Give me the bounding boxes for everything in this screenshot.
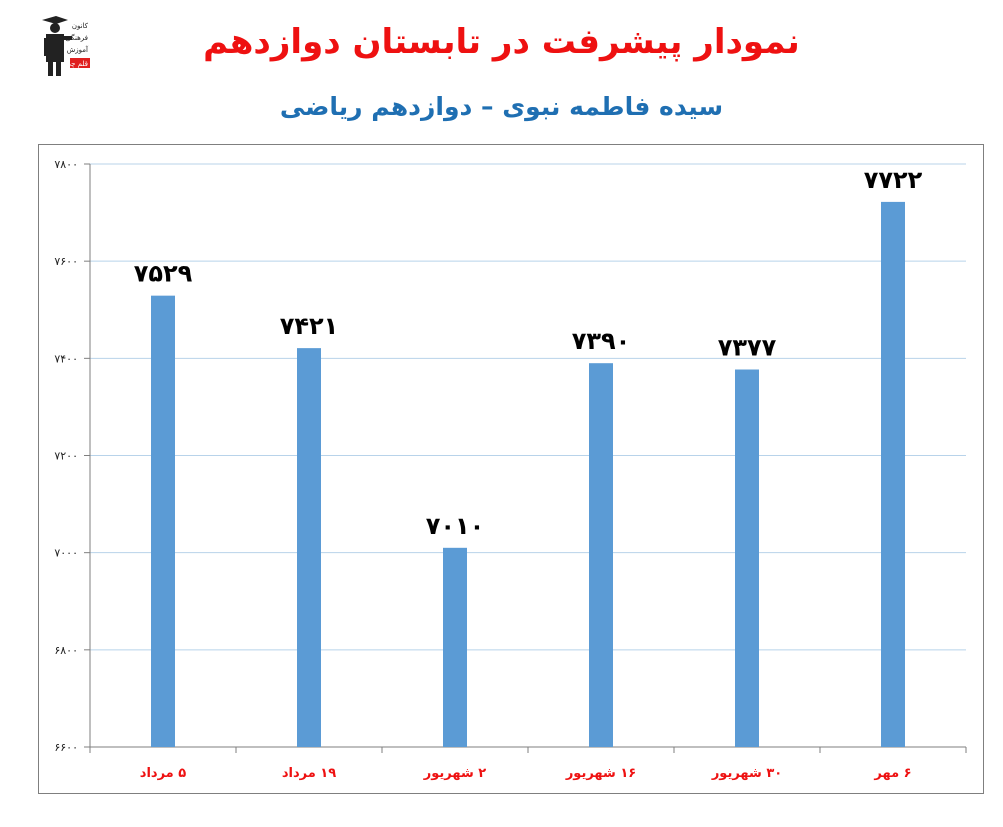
logo-graphic: کانون فرهنگی آموزش قلم چی [42, 16, 90, 76]
y-tick-label: ۶۸۰۰ [54, 644, 78, 657]
y-tick-label: ۷۸۰۰ [54, 158, 78, 171]
category-label: ۵ مرداد [140, 766, 186, 781]
y-tick-label: ۷۲۰۰ [54, 450, 78, 463]
chart-title: نمودار پیشرفت در تابستان دوازدهم [203, 22, 800, 62]
data-label: ۷۵۲۹ [134, 260, 193, 288]
y-tick-label: ۷۶۰۰ [54, 255, 78, 268]
data-label: ۷۳۹۰ [572, 327, 631, 355]
data-label: ۷۰۱۰ [426, 512, 485, 540]
logo-text-3: آموزش [67, 45, 89, 54]
category-label: ۶ مهر [873, 766, 911, 781]
logo: کانون فرهنگی آموزش قلم چی [34, 14, 90, 78]
category-label: ۱۶ شهریور [565, 766, 636, 781]
category-label: ۲ شهریور [423, 766, 487, 781]
data-label: ۷۴۲۱ [280, 312, 339, 340]
category-label: ۱۹ مرداد [282, 766, 336, 781]
y-tick-label: ۶۶۰۰ [54, 741, 78, 754]
chart-frame [38, 144, 984, 794]
logo-text-4: قلم چی [65, 60, 88, 68]
data-label: ۷۷۲۲ [864, 166, 923, 194]
bar [297, 348, 321, 747]
logo-text-2: فرهنگی [65, 33, 88, 42]
logo-text-1: کانون [72, 22, 89, 30]
bar [151, 295, 175, 747]
bar [735, 369, 759, 747]
bar [881, 201, 905, 747]
y-tick-label: ۷۴۰۰ [54, 352, 78, 365]
y-tick-label: ۷۰۰۰ [54, 547, 78, 560]
data-label: ۷۳۷۷ [718, 334, 777, 362]
bar [589, 363, 613, 747]
bar [443, 547, 467, 747]
category-label: ۳۰ شهریور [711, 766, 782, 781]
chart-subtitle: سیده فاطمه نبوی – دوازدهم ریاضی [279, 92, 724, 121]
